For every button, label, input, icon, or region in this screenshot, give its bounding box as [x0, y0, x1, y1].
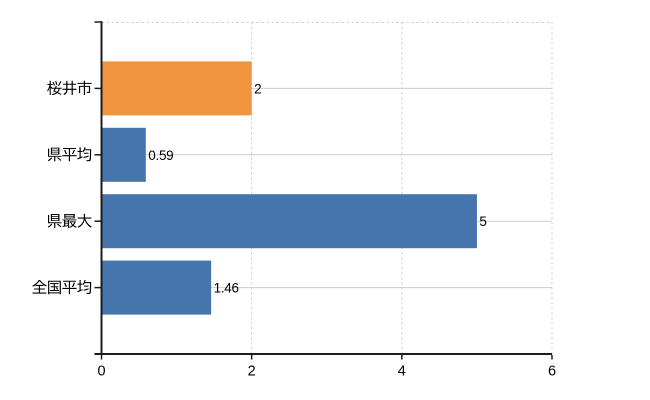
- bar-value-label: 0.59: [148, 148, 173, 163]
- bar-value-label: 5: [479, 214, 486, 229]
- bar: [102, 127, 146, 182]
- x-tick-group: 6: [548, 355, 556, 380]
- bar-row: 5 県最大: [47, 194, 552, 249]
- category-label-text: 県最大: [47, 213, 92, 230]
- axes: [94, 21, 552, 355]
- x-tick-group: 4: [398, 355, 406, 380]
- bar-row: 1.46 全国平均: [32, 260, 552, 315]
- bar-rows: 2 桜井市 0.59 県平均 5 県最大 1.46 全国平均: [32, 61, 552, 315]
- x-tick-label: 6: [548, 364, 556, 380]
- category-label-glyphs: [32, 279, 92, 295]
- bar: [102, 194, 477, 249]
- plot-border: [101, 22, 553, 354]
- category-label-text: 桜井市: [47, 80, 92, 97]
- x-tick-group: 2: [248, 355, 256, 380]
- bar: [102, 61, 252, 116]
- bar-value-label: 1.46: [214, 281, 239, 296]
- x-tick-label: 2: [248, 364, 256, 380]
- x-ticks: 0 2 4 6: [97, 355, 556, 380]
- category-label-glyphs: [47, 213, 92, 228]
- category-label-glyphs: [47, 147, 92, 162]
- bar: [102, 260, 212, 315]
- bar-value-label: 2: [254, 81, 261, 96]
- x-tick-label: 0: [97, 364, 105, 380]
- category-label-text: 全国平均: [32, 279, 92, 297]
- bar-row: 2 桜井市: [47, 61, 552, 116]
- x-tick-group: 0: [97, 355, 106, 380]
- bar-row: 0.59 県平均: [47, 127, 552, 182]
- category-label-glyphs: [47, 80, 92, 96]
- category-label-text: 県平均: [47, 147, 92, 164]
- x-tick-label: 4: [398, 364, 406, 380]
